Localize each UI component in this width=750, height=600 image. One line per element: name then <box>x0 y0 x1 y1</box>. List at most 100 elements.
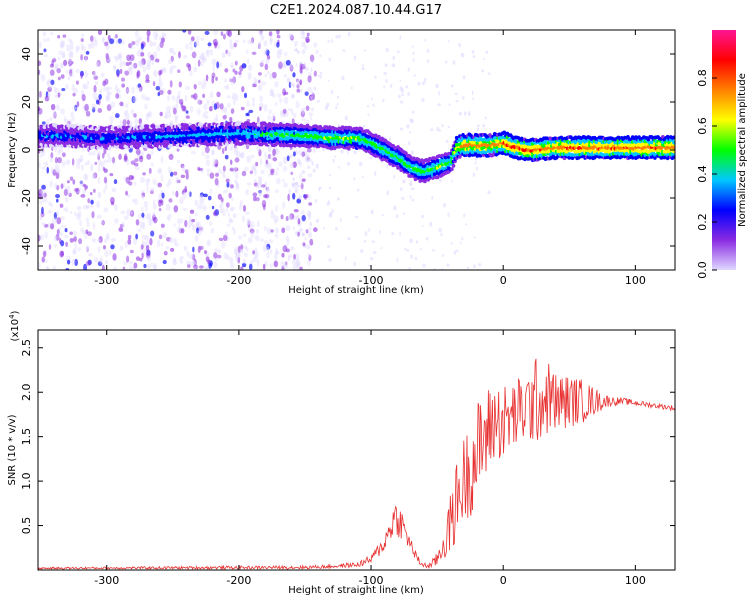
spectrogram-cell <box>40 73 46 82</box>
spectrogram-cell <box>136 70 141 78</box>
spectrogram-cell <box>296 214 300 220</box>
spectrogram-cell <box>69 210 73 215</box>
spectrogram-cell <box>269 92 274 97</box>
spectrogram-cell <box>45 265 49 270</box>
spectrogram-cell <box>122 118 127 127</box>
spectrogram-cell <box>139 60 144 69</box>
spectrogram-cell <box>116 69 120 77</box>
spectrogram-cell <box>172 258 177 266</box>
spectrogram-cell <box>204 146 210 154</box>
spectrogram-cell <box>123 176 127 180</box>
spectrogram-cell <box>121 39 125 45</box>
spectrogram-cell <box>372 250 377 255</box>
spectrogram-cell <box>58 232 64 237</box>
spectrogram-cell <box>310 107 315 112</box>
spectrogram-cell <box>291 93 295 99</box>
spectrogram-cell <box>43 48 47 53</box>
spectrogram-cell <box>64 228 68 233</box>
spectrogram-cell <box>156 45 161 52</box>
spectrogram-cell <box>68 51 74 60</box>
spectrogram-cell <box>204 115 209 120</box>
spectrogram-cell <box>447 125 450 129</box>
spectrogram-cell <box>445 60 448 64</box>
spectrogram-cell <box>141 212 145 218</box>
spectrogram-cell <box>233 249 239 256</box>
spectrogram-cell <box>122 222 126 228</box>
spectrogram-cell <box>111 156 116 164</box>
spectrogram-cell <box>268 31 273 37</box>
spectrogram-cell <box>226 95 231 99</box>
spectrogram-cell <box>426 49 430 53</box>
spectrogram-cell <box>200 37 205 41</box>
snr-frame <box>37 329 676 571</box>
spectrogram-cell <box>185 115 191 119</box>
spectrogram-cell <box>99 256 103 264</box>
spectrogram-cell <box>80 54 84 61</box>
spectrogram-cell <box>236 182 240 189</box>
spectrogram-cell <box>295 63 298 67</box>
spectrogram-cell <box>151 61 155 66</box>
spectrogram-cell <box>48 243 52 250</box>
spectrogram-cell <box>307 258 311 266</box>
spectrogram-cell <box>293 182 298 185</box>
spectrogram-cell <box>129 249 134 254</box>
spectrogram-cell <box>272 148 276 157</box>
spectrogram-cell <box>60 42 64 50</box>
spectrogram-cell <box>184 219 188 228</box>
spectrogram-cell <box>215 172 219 177</box>
spectrogram-cell <box>107 156 113 163</box>
spectrogram-cell <box>134 198 138 206</box>
spectrogram-cell <box>123 261 128 266</box>
spectrogram-cell <box>86 221 90 228</box>
spectrogram-cell <box>409 238 413 244</box>
spectrogram-cell <box>241 86 245 93</box>
spectrogram-cell <box>251 51 257 55</box>
spectrogram-cell <box>303 62 306 68</box>
spectrogram-cell <box>293 253 296 260</box>
spectrogram-cell <box>168 153 174 161</box>
spectrogram-cell <box>86 231 92 237</box>
spectrogram-cell <box>55 63 59 68</box>
snr-series-line <box>38 358 675 570</box>
spectrogram-cell <box>301 178 306 182</box>
spectrogram-cell <box>128 43 132 49</box>
spectrogram-cell <box>129 64 135 70</box>
spectrogram-cell <box>363 49 367 52</box>
spectrogram-cell <box>463 111 467 116</box>
spectrogram-cell <box>172 51 177 56</box>
spectrogram-cell <box>269 89 274 97</box>
spectrogram-cell <box>105 94 111 102</box>
spectrogram-cell <box>305 119 310 125</box>
spectrogram-cell <box>80 193 86 198</box>
spectrogram-cell <box>260 169 265 175</box>
spectrogram-cell <box>213 117 218 124</box>
spectrogram-cell <box>226 84 229 90</box>
spectrogram-cell <box>231 196 234 201</box>
spectrogram-cell <box>55 171 60 180</box>
spectrogram-cell <box>104 184 108 190</box>
spectrogram-cell <box>75 213 81 221</box>
spectrogram-cell <box>291 110 294 115</box>
spectrogram-cell <box>136 50 142 57</box>
spectrogram-cell <box>302 232 306 237</box>
spectrogram-cell <box>83 173 88 181</box>
spectrogram-cell <box>306 157 310 161</box>
spectrogram-cell <box>102 245 107 250</box>
spectrogram-cell <box>161 67 167 72</box>
spectrogram-cell <box>191 224 196 231</box>
spectrogram-cell <box>211 149 215 154</box>
spectrogram-cell <box>331 208 334 214</box>
spectrogram-cell <box>138 213 141 220</box>
spectrogram-cell <box>294 49 298 52</box>
spectrogram-cell <box>103 188 106 194</box>
spectrogram-cell <box>76 158 81 164</box>
spectrogram-cell <box>140 206 144 212</box>
spectrogram-cell <box>116 88 121 94</box>
spectrogram-cell <box>163 115 169 119</box>
spectrogram-cell <box>272 115 276 122</box>
spectrogram-cell <box>257 179 262 185</box>
spectrogram-cell <box>358 161 363 167</box>
spectrogram-cell <box>221 52 226 59</box>
spectrogram-cell <box>146 64 151 71</box>
